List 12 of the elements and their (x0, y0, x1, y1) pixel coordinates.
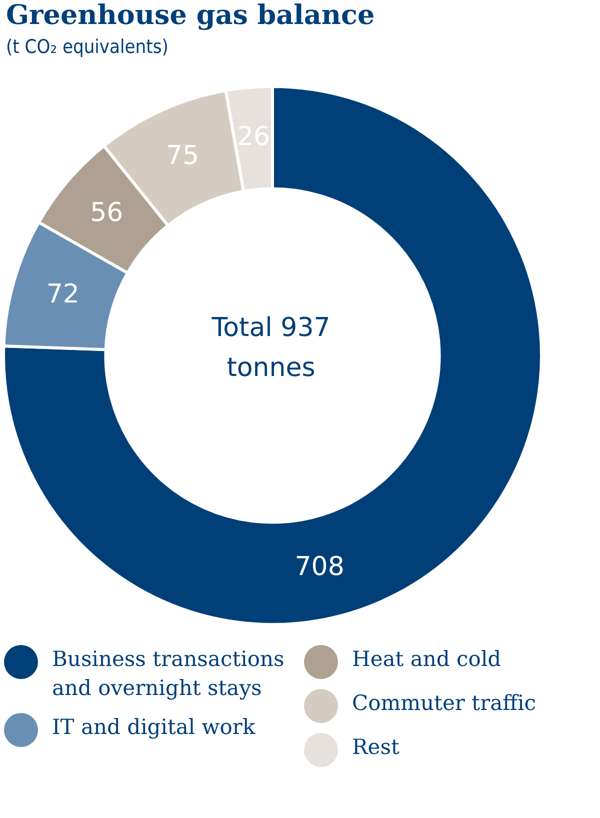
data-label: 708 (294, 552, 344, 582)
text: Total 937 tonnes (210, 312, 332, 385)
legend-label: Rest (352, 734, 400, 761)
chart-title: Greenhouse gas balance (6, 0, 375, 31)
data-label: 75 (166, 140, 200, 171)
legend-label: IT and digital work (52, 714, 256, 741)
data-label: 72 (46, 280, 80, 310)
chart-subtitle: (t CO₂ equivalents) (6, 36, 168, 58)
legend-label: Business transactions and overnight stays (52, 646, 286, 702)
legend-label: Heat and cold (352, 646, 502, 673)
legend-label: Commuter traffic (352, 690, 538, 717)
data-label: 56 (90, 198, 124, 228)
